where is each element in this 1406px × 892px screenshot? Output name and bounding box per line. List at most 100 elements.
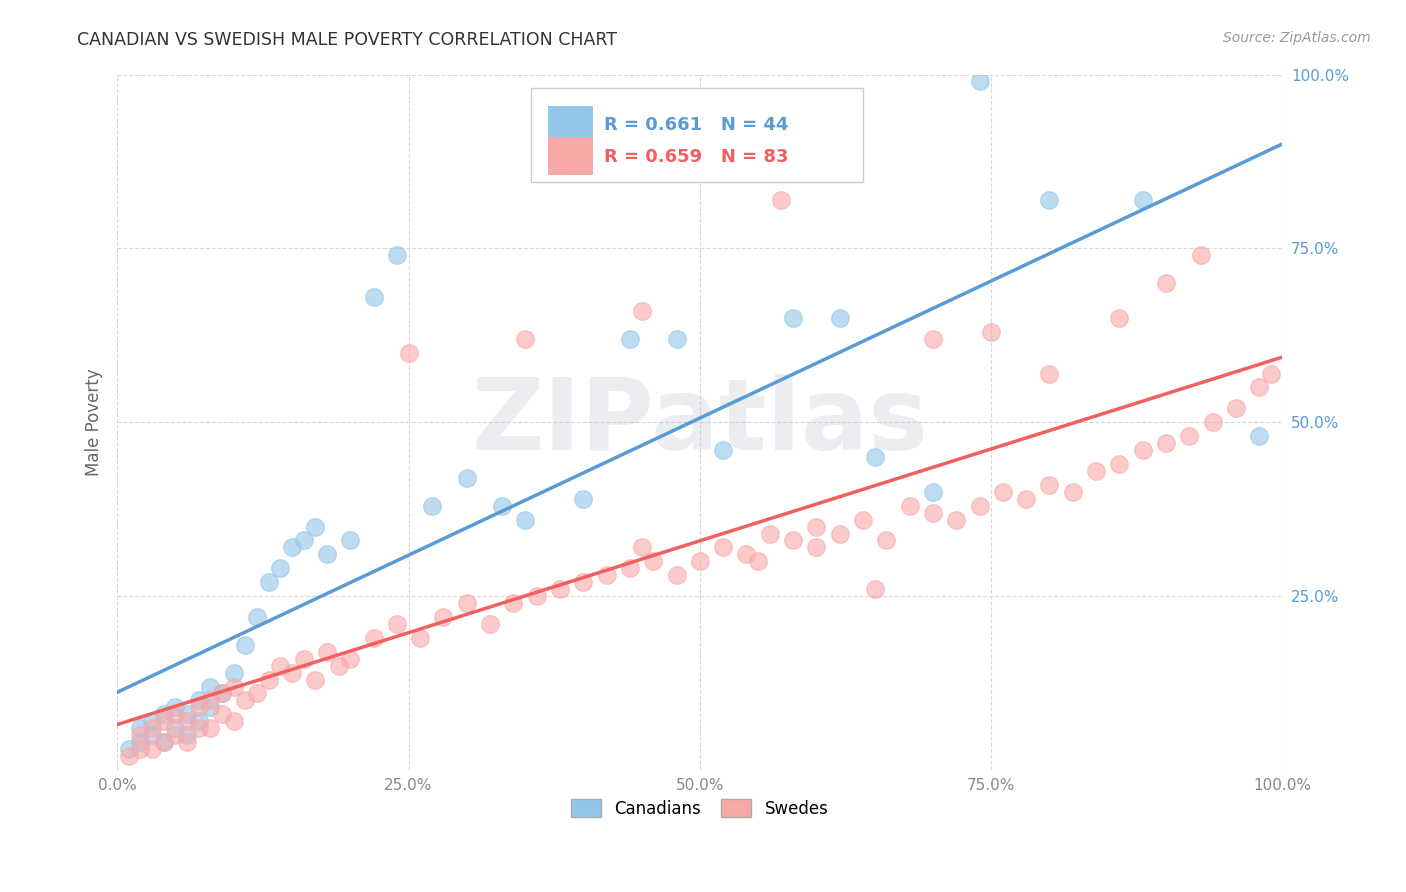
Point bbox=[735, 548, 758, 562]
Point bbox=[281, 541, 304, 555]
Point bbox=[246, 610, 269, 624]
Point bbox=[432, 610, 454, 624]
Point bbox=[165, 700, 187, 714]
Point bbox=[211, 686, 233, 700]
Point bbox=[806, 541, 828, 555]
Point bbox=[770, 193, 793, 207]
Point bbox=[782, 533, 804, 548]
Point bbox=[141, 714, 163, 729]
Text: R = 0.659   N = 83: R = 0.659 N = 83 bbox=[605, 147, 789, 166]
FancyBboxPatch shape bbox=[531, 88, 863, 182]
Point bbox=[922, 484, 945, 499]
Point bbox=[595, 568, 617, 582]
Point bbox=[922, 506, 945, 520]
Y-axis label: Male Poverty: Male Poverty bbox=[86, 368, 103, 476]
Point bbox=[246, 686, 269, 700]
Point bbox=[153, 735, 176, 749]
Point bbox=[969, 499, 991, 513]
Point bbox=[548, 582, 571, 597]
Point bbox=[526, 589, 548, 603]
Point bbox=[200, 700, 222, 714]
Point bbox=[141, 721, 163, 735]
Point bbox=[1225, 401, 1247, 416]
Point bbox=[129, 721, 152, 735]
Point bbox=[1132, 193, 1154, 207]
Point bbox=[689, 554, 711, 568]
Point bbox=[806, 519, 828, 533]
Point bbox=[863, 450, 886, 464]
Point bbox=[292, 651, 315, 665]
Text: ZIPatlas: ZIPatlas bbox=[471, 374, 928, 471]
Point bbox=[898, 499, 921, 513]
Point bbox=[969, 74, 991, 88]
Bar bbox=[548, 137, 593, 176]
Point bbox=[1154, 276, 1177, 290]
Point bbox=[409, 631, 432, 645]
Point bbox=[922, 332, 945, 346]
Point bbox=[187, 700, 209, 714]
Point bbox=[1249, 429, 1271, 443]
Point bbox=[630, 304, 652, 318]
Point bbox=[200, 693, 222, 707]
Point bbox=[235, 638, 257, 652]
Point bbox=[711, 443, 734, 458]
Point bbox=[1132, 443, 1154, 458]
Point bbox=[875, 533, 897, 548]
Point bbox=[129, 735, 152, 749]
Point bbox=[1201, 415, 1223, 429]
Point bbox=[711, 541, 734, 555]
Point bbox=[328, 658, 350, 673]
Point bbox=[1038, 193, 1060, 207]
Point bbox=[665, 332, 688, 346]
Point bbox=[153, 735, 176, 749]
Point bbox=[316, 645, 339, 659]
Point bbox=[758, 526, 780, 541]
Point bbox=[572, 575, 595, 590]
Point bbox=[491, 499, 513, 513]
Point bbox=[385, 248, 408, 262]
Point bbox=[269, 658, 291, 673]
Point bbox=[1015, 491, 1038, 506]
Point bbox=[398, 345, 420, 359]
Point bbox=[513, 332, 536, 346]
Text: Source: ZipAtlas.com: Source: ZipAtlas.com bbox=[1223, 31, 1371, 45]
Point bbox=[200, 680, 222, 694]
Point bbox=[118, 749, 141, 764]
Point bbox=[828, 526, 851, 541]
Legend: Canadians, Swedes: Canadians, Swedes bbox=[565, 792, 835, 824]
Point bbox=[1038, 367, 1060, 381]
Point bbox=[1108, 310, 1130, 325]
Point bbox=[385, 616, 408, 631]
Point bbox=[1178, 429, 1201, 443]
Point bbox=[619, 332, 641, 346]
Point bbox=[211, 686, 233, 700]
Point bbox=[863, 582, 886, 597]
Point bbox=[222, 680, 245, 694]
Point bbox=[269, 561, 291, 575]
Point bbox=[176, 735, 198, 749]
Point bbox=[1249, 380, 1271, 394]
Point bbox=[619, 561, 641, 575]
Point bbox=[292, 533, 315, 548]
Point bbox=[502, 596, 524, 610]
Point bbox=[363, 631, 385, 645]
Point bbox=[1062, 484, 1084, 499]
Point bbox=[211, 707, 233, 722]
Point bbox=[141, 742, 163, 756]
Point bbox=[420, 499, 443, 513]
Point bbox=[281, 665, 304, 680]
Point bbox=[630, 541, 652, 555]
Point bbox=[235, 693, 257, 707]
Point bbox=[129, 742, 152, 756]
Point bbox=[513, 513, 536, 527]
Point bbox=[129, 728, 152, 742]
Point bbox=[165, 721, 187, 735]
Point bbox=[316, 548, 339, 562]
Point bbox=[118, 742, 141, 756]
Point bbox=[1154, 436, 1177, 450]
Point bbox=[456, 596, 478, 610]
Point bbox=[945, 513, 967, 527]
Point bbox=[1260, 367, 1282, 381]
Point bbox=[1108, 457, 1130, 471]
Point bbox=[980, 325, 1002, 339]
